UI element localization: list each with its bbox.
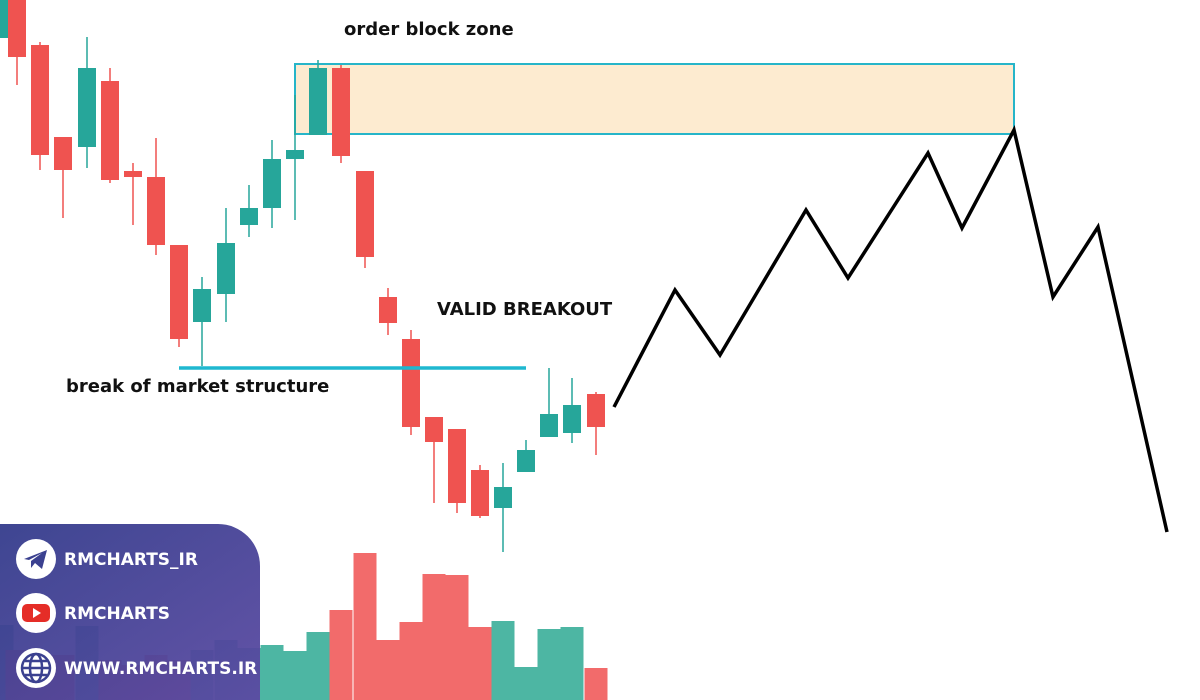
candle-body bbox=[147, 177, 165, 245]
volume-bar bbox=[329, 610, 353, 700]
candle-body bbox=[0, 0, 11, 38]
volume-bar bbox=[306, 632, 330, 700]
candle-body bbox=[263, 159, 281, 208]
candle-body bbox=[217, 243, 235, 294]
candle-body bbox=[31, 45, 49, 155]
candle-body bbox=[309, 68, 327, 135]
volume-bar bbox=[283, 651, 307, 700]
order-block-zone bbox=[294, 63, 1015, 135]
volume-bar bbox=[584, 668, 608, 700]
volume-bar bbox=[376, 640, 400, 700]
play-glyph bbox=[33, 608, 41, 618]
candle-body bbox=[448, 429, 466, 503]
candle-body bbox=[193, 289, 211, 322]
breakout-label: VALID BREAKOUT bbox=[437, 299, 613, 320]
volume-bar bbox=[537, 629, 561, 700]
candle-body bbox=[540, 414, 558, 437]
order-block-label: order block zone bbox=[344, 19, 514, 40]
volume-bar bbox=[422, 574, 446, 700]
candle-body bbox=[471, 470, 489, 516]
panel-link[interactable]: RMCHARTS bbox=[64, 604, 170, 624]
panel-background bbox=[0, 524, 260, 700]
volume-bar bbox=[353, 553, 377, 700]
panel-link[interactable]: RMCHARTS_IR bbox=[64, 550, 198, 570]
volume-bar bbox=[514, 667, 538, 700]
volume-bar bbox=[445, 575, 469, 700]
candle-body bbox=[124, 171, 142, 177]
globe-glyph bbox=[22, 659, 50, 677]
social-panel: RMCHARTS_IR RMCHARTS WWW.RMCHARTS.IR bbox=[0, 524, 260, 700]
candle-body bbox=[494, 487, 512, 508]
candle-body bbox=[240, 208, 258, 225]
candle-body bbox=[379, 297, 397, 323]
volume-bar bbox=[260, 645, 284, 700]
candle-body bbox=[78, 68, 96, 147]
candle-body bbox=[332, 68, 350, 156]
volume-bar bbox=[560, 627, 584, 700]
candle-body bbox=[8, 0, 26, 57]
link-icon bbox=[16, 539, 56, 579]
candle-body bbox=[517, 450, 535, 472]
candle-body bbox=[425, 417, 443, 442]
candle-body bbox=[587, 394, 605, 427]
projection-line bbox=[612, 125, 1169, 533]
telegram-glyph bbox=[24, 550, 47, 569]
link-icon bbox=[16, 593, 56, 633]
volume-bar bbox=[399, 622, 423, 700]
candle-body bbox=[54, 137, 72, 170]
candle-body bbox=[286, 150, 304, 159]
candle-body bbox=[356, 171, 374, 257]
volume-bar bbox=[491, 621, 515, 700]
link-icon bbox=[16, 648, 56, 688]
candle-body bbox=[402, 339, 420, 427]
candle-body bbox=[170, 245, 188, 339]
structure-break-label: break of market structure bbox=[66, 376, 329, 397]
volume-bar bbox=[468, 627, 492, 700]
candle-body bbox=[101, 81, 119, 180]
candle-body bbox=[563, 405, 581, 433]
panel-link[interactable]: WWW.RMCHARTS.IR bbox=[64, 659, 257, 679]
